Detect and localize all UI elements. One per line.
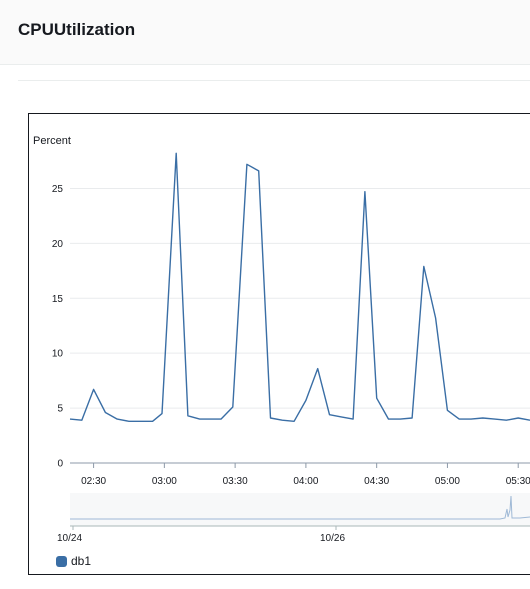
- x-tick-label: 03:30: [223, 476, 248, 487]
- navigator-line: [70, 495, 530, 520]
- y-tick-label: 0: [57, 459, 63, 470]
- y-tick-label: 5: [57, 404, 63, 415]
- x-tick-label: 02:30: [81, 476, 106, 487]
- y-axis-ticks: 0 5 10 15 20 25: [52, 184, 64, 470]
- navigator-tick-label: 10/24: [57, 533, 82, 544]
- x-tick-label: 03:00: [152, 476, 177, 487]
- legend-label-db1: db1: [71, 554, 92, 568]
- legend-swatch: [56, 555, 67, 567]
- y-tick-label: 25: [52, 184, 64, 195]
- navigator-background: [70, 493, 530, 526]
- navigator-tick-label: 10/26: [320, 533, 345, 544]
- legend[interactable]: db1: [56, 553, 91, 569]
- x-tick-label: 05:30: [506, 476, 530, 487]
- series-line-db1: [69, 152, 530, 422]
- x-tick-label: 04:30: [364, 476, 389, 487]
- divider: [18, 80, 530, 81]
- series-db1: [69, 152, 530, 422]
- widget-header: CPUUtilization: [0, 0, 530, 65]
- y-tick-label: 20: [52, 239, 64, 250]
- page-title: CPUUtilization: [18, 20, 136, 39]
- grid-lines: [70, 187, 530, 409]
- x-tick-label: 05:00: [435, 476, 460, 487]
- y-tick-label: 10: [52, 349, 64, 360]
- x-axis-ticks: 02:30 03:00 03:30 04:00 04:30 05:00 05:30: [70, 462, 530, 487]
- y-axis-label: Percent: [33, 135, 71, 147]
- time-range-navigator[interactable]: 10/24 10/26: [57, 493, 530, 544]
- x-tick-label: 04:00: [293, 476, 318, 487]
- y-tick-label: 15: [52, 294, 64, 305]
